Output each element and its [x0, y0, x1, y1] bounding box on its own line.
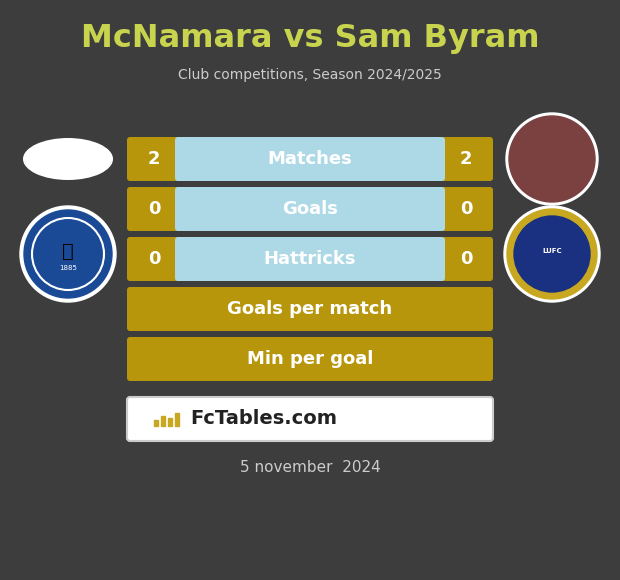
Text: Hattricks: Hattricks	[264, 250, 356, 268]
Text: Matches: Matches	[268, 150, 352, 168]
FancyBboxPatch shape	[127, 237, 493, 281]
Text: LUFC: LUFC	[542, 248, 562, 254]
Circle shape	[507, 209, 597, 299]
Text: Goals: Goals	[282, 200, 338, 218]
Circle shape	[504, 206, 600, 302]
Circle shape	[514, 216, 590, 292]
FancyBboxPatch shape	[175, 187, 445, 231]
FancyBboxPatch shape	[127, 397, 493, 441]
FancyBboxPatch shape	[127, 137, 493, 181]
Circle shape	[506, 113, 598, 205]
Bar	[168, 418, 172, 426]
FancyBboxPatch shape	[127, 337, 493, 381]
Text: 0: 0	[148, 250, 160, 268]
FancyBboxPatch shape	[175, 137, 445, 181]
Text: 2: 2	[148, 150, 160, 168]
Text: 5 november  2024: 5 november 2024	[239, 461, 381, 476]
Text: 2: 2	[460, 150, 472, 168]
Text: Club competitions, Season 2024/2025: Club competitions, Season 2024/2025	[178, 68, 442, 82]
Ellipse shape	[23, 138, 113, 180]
Circle shape	[20, 206, 116, 302]
Text: Goals per match: Goals per match	[228, 300, 392, 318]
Text: 1885: 1885	[59, 265, 77, 271]
FancyBboxPatch shape	[127, 287, 493, 331]
Text: 0: 0	[460, 200, 472, 218]
Text: FcTables.com: FcTables.com	[190, 409, 337, 429]
Text: 0: 0	[148, 200, 160, 218]
Circle shape	[509, 116, 595, 202]
Text: 🦁: 🦁	[62, 241, 74, 260]
Text: Min per goal: Min per goal	[247, 350, 373, 368]
Text: McNamara vs Sam Byram: McNamara vs Sam Byram	[81, 23, 539, 53]
Bar	[154, 420, 158, 426]
Bar	[161, 416, 165, 426]
FancyBboxPatch shape	[175, 237, 445, 281]
FancyBboxPatch shape	[127, 187, 493, 231]
Text: 0: 0	[460, 250, 472, 268]
Bar	[175, 413, 179, 426]
Circle shape	[24, 210, 112, 298]
